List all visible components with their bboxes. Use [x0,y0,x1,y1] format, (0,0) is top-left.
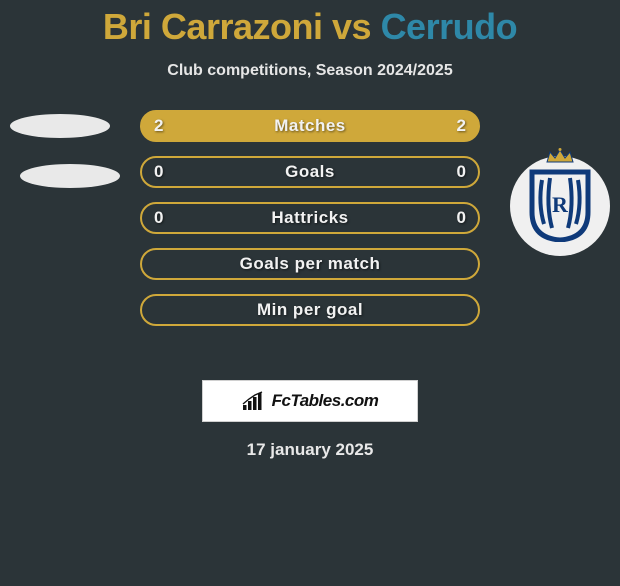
branding-box: FcTables.com [202,380,418,422]
player2-name: Cerrudo [381,6,518,47]
player2-crest: R [510,156,610,256]
shield-icon: R [528,168,592,242]
stat-rows: Matches 2 2 Goals 0 0 Hattricks 0 0 Goals per mat… [140,110,480,326]
stat-row-min-per-goal: Min per goal [140,294,480,326]
stat-label: Hattricks [271,208,348,228]
stat-value-right: 2 [457,116,466,136]
stats-area: R Matches 2 2 Goals 0 0 Hattricks 0 0 Goals per m… [0,110,620,370]
stat-row-goals-per-match: Goals per match [140,248,480,280]
stat-value-left: 0 [154,162,163,182]
stat-label: Goals [285,162,335,182]
stat-label: Min per goal [257,300,363,320]
stat-row-matches: Matches 2 2 [140,110,480,142]
player1-crest-2 [20,164,120,188]
brand-text: FcTables.com [272,391,379,411]
stat-row-goals: Goals 0 0 [140,156,480,188]
brand-logo-icon [242,391,266,411]
stat-label: Matches [274,116,346,136]
footer-date: 17 january 2025 [0,440,620,460]
stat-value-left: 2 [154,116,163,136]
vs-label: vs [332,6,371,47]
stat-value-right: 0 [457,208,466,228]
subtitle: Club competitions, Season 2024/2025 [0,62,620,80]
stat-row-hattricks: Hattricks 0 0 [140,202,480,234]
player1-name: Bri Carrazoni [103,6,323,47]
stat-value-left: 0 [154,208,163,228]
player1-crest-1 [10,114,110,138]
comparison-title: Bri Carrazoni vs Cerrudo [0,6,620,48]
stat-label: Goals per match [240,254,381,274]
stat-value-right: 0 [457,162,466,182]
svg-text:R: R [552,192,569,217]
crown-icon [545,148,575,164]
